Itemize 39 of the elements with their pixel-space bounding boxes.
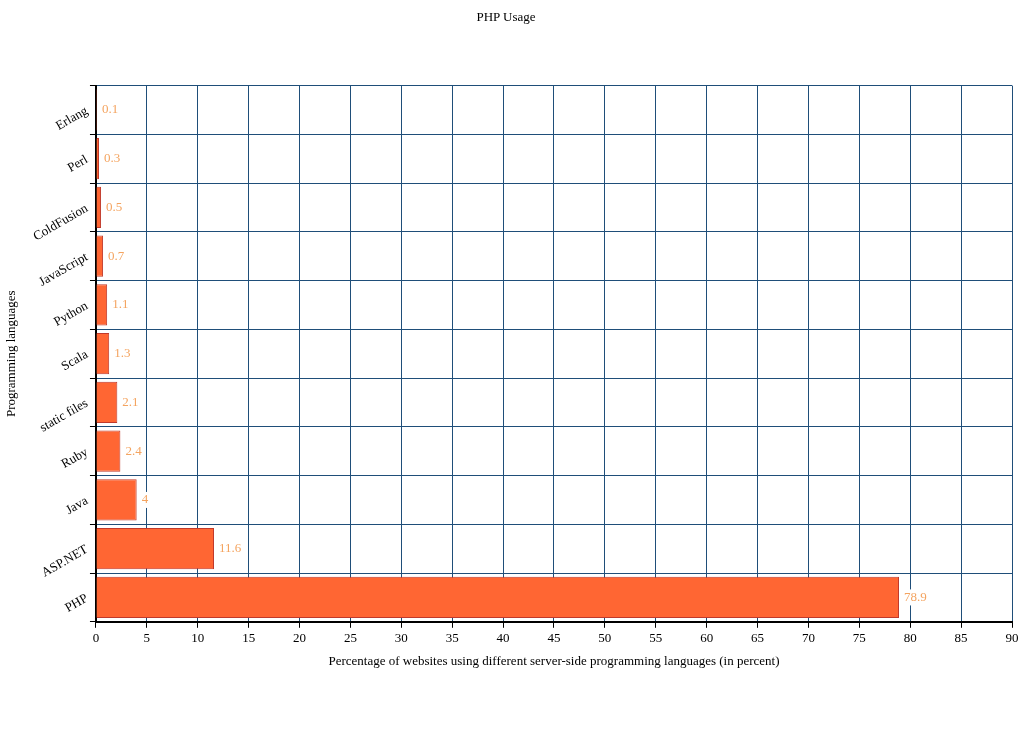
chart-title: PHP Usage [476, 9, 536, 25]
data-label: 2.1 [122, 393, 139, 409]
x-tick-label: 0 [92, 630, 100, 646]
x-tick-label: 5 [143, 630, 151, 646]
x-tick-label: 65 [751, 630, 765, 646]
data-label: 0.3 [104, 150, 121, 166]
y-tick-label: Java [62, 492, 91, 518]
data-label: 1.3 [114, 345, 131, 361]
data-label: 11.6 [219, 540, 242, 556]
y-tick-label: static files [36, 395, 91, 435]
x-tick-label: 90 [1005, 630, 1019, 646]
x-tick-label: 60 [700, 630, 714, 646]
x-tick-label: 75 [852, 630, 866, 646]
x-tick-label: 30 [394, 630, 408, 646]
x-tick-label: 35 [445, 630, 459, 646]
x-tick-label: 40 [496, 630, 510, 646]
data-label: 78.9 [904, 588, 927, 604]
x-tick-label: 25 [343, 630, 357, 646]
y-tick-label: Ruby [58, 443, 91, 471]
x-tick-label: 10 [191, 630, 205, 646]
y-tick-label: Perl [64, 151, 91, 175]
x-tick-label: 70 [801, 630, 815, 646]
y-axis-title: Programming languages [3, 290, 19, 418]
x-tick-label: 55 [649, 630, 663, 646]
x-tick-label: 20 [293, 630, 307, 646]
data-label: 0.1 [101, 101, 119, 117]
x-tick-label: 85 [954, 630, 968, 646]
y-tick-label: Scala [58, 346, 91, 374]
data-label: 2.4 [125, 442, 143, 458]
y-tick-label: PHP [62, 590, 91, 615]
x-axis-title: Percentage of websites using different server-side programming languages (in percent) [328, 652, 780, 668]
x-tick-label: 45 [547, 630, 561, 646]
x-tick-label: 80 [903, 630, 917, 646]
data-label: 1.1 [112, 296, 129, 312]
data-label: 4 [141, 491, 149, 507]
data-label: 0.5 [106, 198, 123, 214]
x-tick-label: 15 [242, 630, 256, 646]
data-label: 0.7 [108, 247, 125, 263]
x-tick-label: 50 [598, 630, 612, 646]
